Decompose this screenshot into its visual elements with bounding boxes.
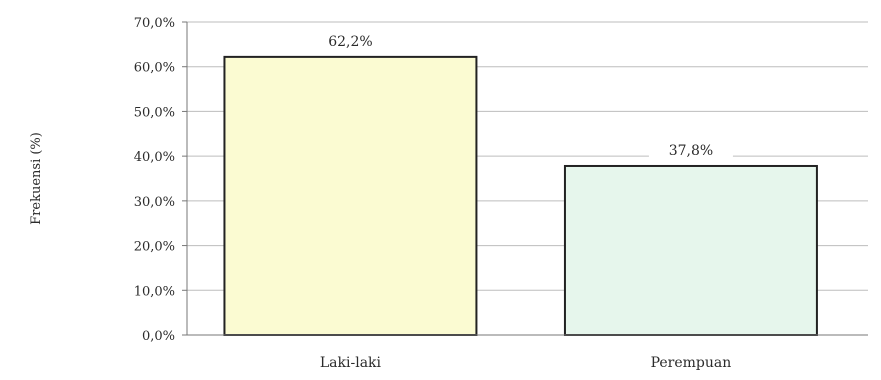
bar-perempuan	[563, 164, 818, 336]
data-label-background	[308, 28, 393, 51]
data-label: 37,8%	[669, 143, 713, 159]
y-tick-label: 50,0%	[134, 105, 175, 120]
axes	[182, 21, 868, 336]
y-tick-label: 60,0%	[134, 61, 175, 76]
labels: 0,0% 10,0% 20,0% 30,0% 40,0% 50,0% 60,0% 70,0% 6…	[134, 16, 733, 371]
data-label: 62,2%	[328, 34, 372, 50]
y-tick-label: 0,0%	[142, 329, 175, 344]
y-tick-label: 20,0%	[134, 240, 175, 255]
y-tick-label: 30,0%	[134, 195, 175, 210]
y-tick-label: 70,0%	[134, 16, 175, 31]
data-label-background	[648, 137, 733, 160]
x-tick-label: Laki-laki	[320, 355, 382, 371]
y-tick-label: 40,0%	[134, 150, 175, 165]
x-tick-label: Perempuan	[651, 355, 732, 371]
bars	[223, 55, 818, 337]
y-axis-title: Frekuensi (%)	[29, 132, 44, 225]
y-tick-label: 10,0%	[134, 284, 175, 299]
bar-laki-laki	[223, 55, 478, 337]
